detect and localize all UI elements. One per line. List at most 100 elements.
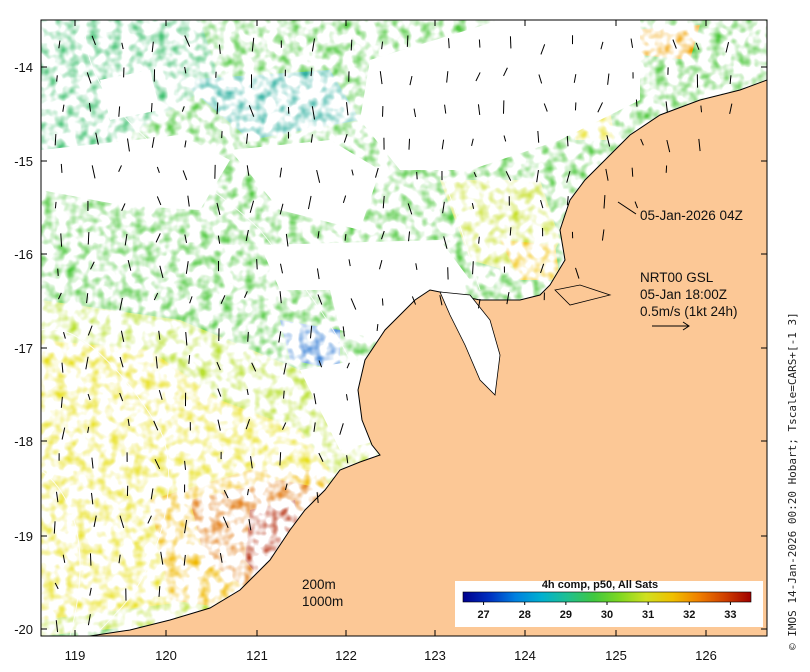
current-vector <box>60 233 63 247</box>
current-vector <box>188 354 191 364</box>
current-vector <box>251 362 257 372</box>
current-vector <box>381 230 385 240</box>
current-vector <box>247 331 249 342</box>
current-vector <box>60 396 63 408</box>
colorbar-tick-label: 30 <box>601 609 613 621</box>
current-vector <box>54 134 57 146</box>
current-vector <box>54 201 57 209</box>
credit-text: © IMOS 14-Jan-2026 00:20 Hobart; Tscale=… <box>786 312 799 650</box>
current-vector <box>607 73 610 85</box>
current-vector <box>603 195 606 209</box>
current-vector <box>672 39 677 49</box>
current-vector <box>631 167 634 177</box>
colorbar-tick-label: 28 <box>519 609 531 621</box>
current-vector <box>381 298 384 306</box>
lon-tick: 123 <box>424 20 446 663</box>
current-vector <box>446 71 449 83</box>
lat-tick: -14 <box>14 60 767 75</box>
current-vector <box>606 135 611 147</box>
current-vector <box>318 360 323 368</box>
current-vector <box>382 195 385 209</box>
lon-tick-label: 126 <box>695 648 717 663</box>
current-vector <box>729 103 733 115</box>
lon-tick-label: 122 <box>335 648 357 663</box>
current-vector <box>313 422 316 432</box>
lat-tick-label: -20 <box>14 622 33 637</box>
current-vector <box>472 261 474 275</box>
current-vector <box>601 229 605 241</box>
current-vector <box>62 104 65 112</box>
current-vector <box>181 106 185 112</box>
current-vector <box>413 108 417 118</box>
current-vector <box>119 297 123 311</box>
current-vector <box>543 103 548 112</box>
current-vector <box>246 388 249 396</box>
current-vector <box>346 102 349 116</box>
current-vector <box>118 165 122 172</box>
current-vector <box>540 200 544 209</box>
current-vector <box>379 71 383 85</box>
current-vector <box>184 234 188 243</box>
current-vector <box>127 418 130 427</box>
land <box>89 20 767 636</box>
current-vector <box>155 233 161 243</box>
colorbar-tick-label: 27 <box>477 609 489 621</box>
current-vector <box>247 488 250 496</box>
colorbar-tick-label: 33 <box>724 609 736 621</box>
colorbar-ticks: 27 28 29 30 31 32 33 <box>477 602 737 621</box>
lat-tick-label: -17 <box>14 341 33 356</box>
current-vector <box>478 236 480 244</box>
current-vectors <box>53 35 733 633</box>
current-vector <box>154 458 161 470</box>
current-vector <box>477 298 481 309</box>
lon-tick-label: 125 <box>605 648 627 663</box>
current-vector <box>160 551 164 565</box>
current-vector <box>189 296 193 304</box>
current-vector <box>216 202 221 215</box>
current-vector <box>311 106 316 120</box>
current-vector <box>185 332 188 346</box>
current-vector <box>127 260 132 271</box>
current-vector <box>700 105 703 113</box>
current-vector <box>575 267 580 279</box>
current-vector <box>95 132 99 145</box>
current-vector <box>409 75 413 86</box>
current-vector <box>630 38 634 48</box>
current-vector <box>251 37 255 52</box>
current-vector <box>439 295 443 306</box>
current-vector <box>477 104 481 115</box>
lon-tick-label: 124 <box>514 648 536 663</box>
lon-tick-label: 119 <box>65 648 86 663</box>
current-vector <box>316 169 321 183</box>
current-vector <box>184 35 191 47</box>
current-vector <box>56 75 58 82</box>
current-vector <box>444 104 447 114</box>
current-vector <box>126 138 130 152</box>
current-vector <box>566 170 571 183</box>
current-vector <box>503 135 507 142</box>
current-vector <box>91 492 94 505</box>
current-vector <box>448 38 450 49</box>
colorbar-tick-label: 31 <box>642 609 654 621</box>
current-vector <box>182 170 188 181</box>
current-vector <box>375 167 379 178</box>
current-vector <box>184 519 188 534</box>
current-vector <box>666 139 671 153</box>
lon-tick: 125 <box>605 20 627 663</box>
lat-tick: -18 <box>14 434 767 449</box>
current-vector <box>505 171 512 181</box>
current-vector <box>217 419 221 431</box>
current-vector <box>537 130 540 143</box>
current-vector <box>121 42 124 50</box>
current-vector <box>279 203 284 215</box>
current-vector <box>509 227 512 236</box>
current-vector <box>471 138 474 146</box>
current-vector <box>279 291 282 304</box>
track-label: 05-Jan-2026 04Z <box>640 208 743 223</box>
current-vector <box>86 72 92 84</box>
current-vector <box>279 167 283 178</box>
current-vector <box>640 138 644 146</box>
current-vector <box>665 101 668 112</box>
colorbar: 4h comp, p50, All Sats 27 28 29 30 31 32 33 <box>455 579 763 627</box>
current-vector <box>57 268 59 277</box>
